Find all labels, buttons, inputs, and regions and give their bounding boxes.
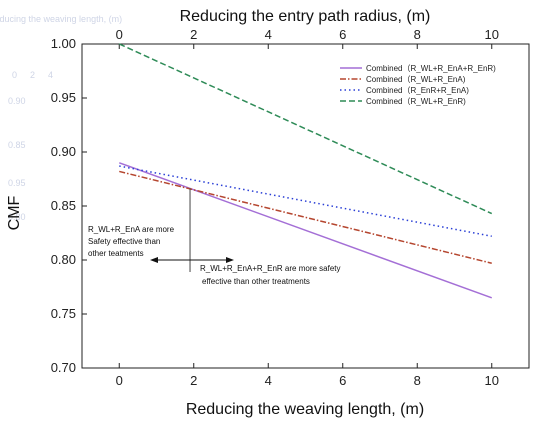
faint-text-5: 0.85 <box>8 140 26 150</box>
series-line-3 <box>118 43 493 215</box>
x-tick-label-bottom-6: 6 <box>339 373 346 388</box>
series-line-1 <box>119 170 492 264</box>
annotation-layer: R_WL+R_EnA are more Safety effective tha… <box>88 188 341 286</box>
faint-text-2: 2 <box>30 70 35 80</box>
annotation-left-line-2: Safety effective than <box>88 237 160 246</box>
legend: Combined（R_WL+R_EnA+R_EnR) Combined（R_WL… <box>340 64 496 106</box>
y-tick-label-5: 0.95 <box>51 90 76 105</box>
annotation-left-line-1: R_WL+R_EnA are more <box>88 225 175 234</box>
x-axis-bottom: 0 2 4 6 8 10 <box>116 363 499 388</box>
x-tick-label-bottom-8: 8 <box>414 373 421 388</box>
x-tick-label-top-2: 2 <box>190 27 197 42</box>
y-tick-label-6: 1.00 <box>51 36 76 51</box>
annotation-left-line-3: other teatments <box>88 249 144 258</box>
faint-text-0: Reducing the weaving length, (m) <box>0 14 122 24</box>
legend-label-0: Combined（R_WL+R_EnA+R_EnR) <box>366 64 496 73</box>
series-layer <box>118 43 493 299</box>
faint-background-text: Reducing the weaving length, (m) 0 2 4 0… <box>0 14 122 222</box>
faint-text-4: 0.90 <box>8 96 26 106</box>
y-axis-title: CMF <box>6 195 23 230</box>
y-tick-label-4: 0.90 <box>51 144 76 159</box>
y-tick-label-2: 0.80 <box>51 252 76 267</box>
faint-text-1: 0 <box>12 70 17 80</box>
x-tick-label-top-4: 4 <box>265 27 272 42</box>
x-tick-label-bottom-2: 2 <box>190 373 197 388</box>
x-tick-label-top-10: 10 <box>485 27 499 42</box>
faint-text-7: 0.80 <box>8 212 26 222</box>
faint-text-6: 0.95 <box>8 178 26 188</box>
x-tick-label-top-6: 6 <box>339 27 346 42</box>
x-tick-label-top-0: 0 <box>116 27 123 42</box>
legend-label-3: Combined（R_WL+R_EnR) <box>366 97 466 106</box>
arrow-right-head <box>226 257 234 263</box>
y-tick-label-1: 0.75 <box>51 306 76 321</box>
x-axis-title-top: Reducing the entry path radius, (m) <box>180 8 431 25</box>
legend-label-2: Combined（R_EnR+R_EnA) <box>366 86 469 95</box>
annotation-right-line-2: effective than other treatments <box>202 277 310 286</box>
x-tick-label-bottom-4: 4 <box>265 373 272 388</box>
faint-text-3: 4 <box>48 70 53 80</box>
y-axis: 0.70 0.75 0.80 0.85 0.90 0.95 1.00 <box>51 36 87 375</box>
series-line-2 <box>119 165 492 237</box>
x-axis-title-bottom: Reducing the weaving length, (m) <box>186 401 424 418</box>
x-tick-label-top-8: 8 <box>414 27 421 42</box>
arrow-left-head <box>150 257 158 263</box>
series-line-0 <box>118 162 493 299</box>
x-axis-top: 0 2 4 6 8 10 <box>116 27 499 49</box>
legend-label-1: Combined（R_WL+R_EnA) <box>366 75 466 84</box>
annotation-right-line-1: R_WL+R_EnA+R_EnR are more safety <box>200 264 341 273</box>
y-tick-label-3: 0.85 <box>51 198 76 213</box>
y-tick-label-0: 0.70 <box>51 360 76 375</box>
x-tick-label-bottom-10: 10 <box>485 373 499 388</box>
x-tick-label-bottom-0: 0 <box>116 373 123 388</box>
